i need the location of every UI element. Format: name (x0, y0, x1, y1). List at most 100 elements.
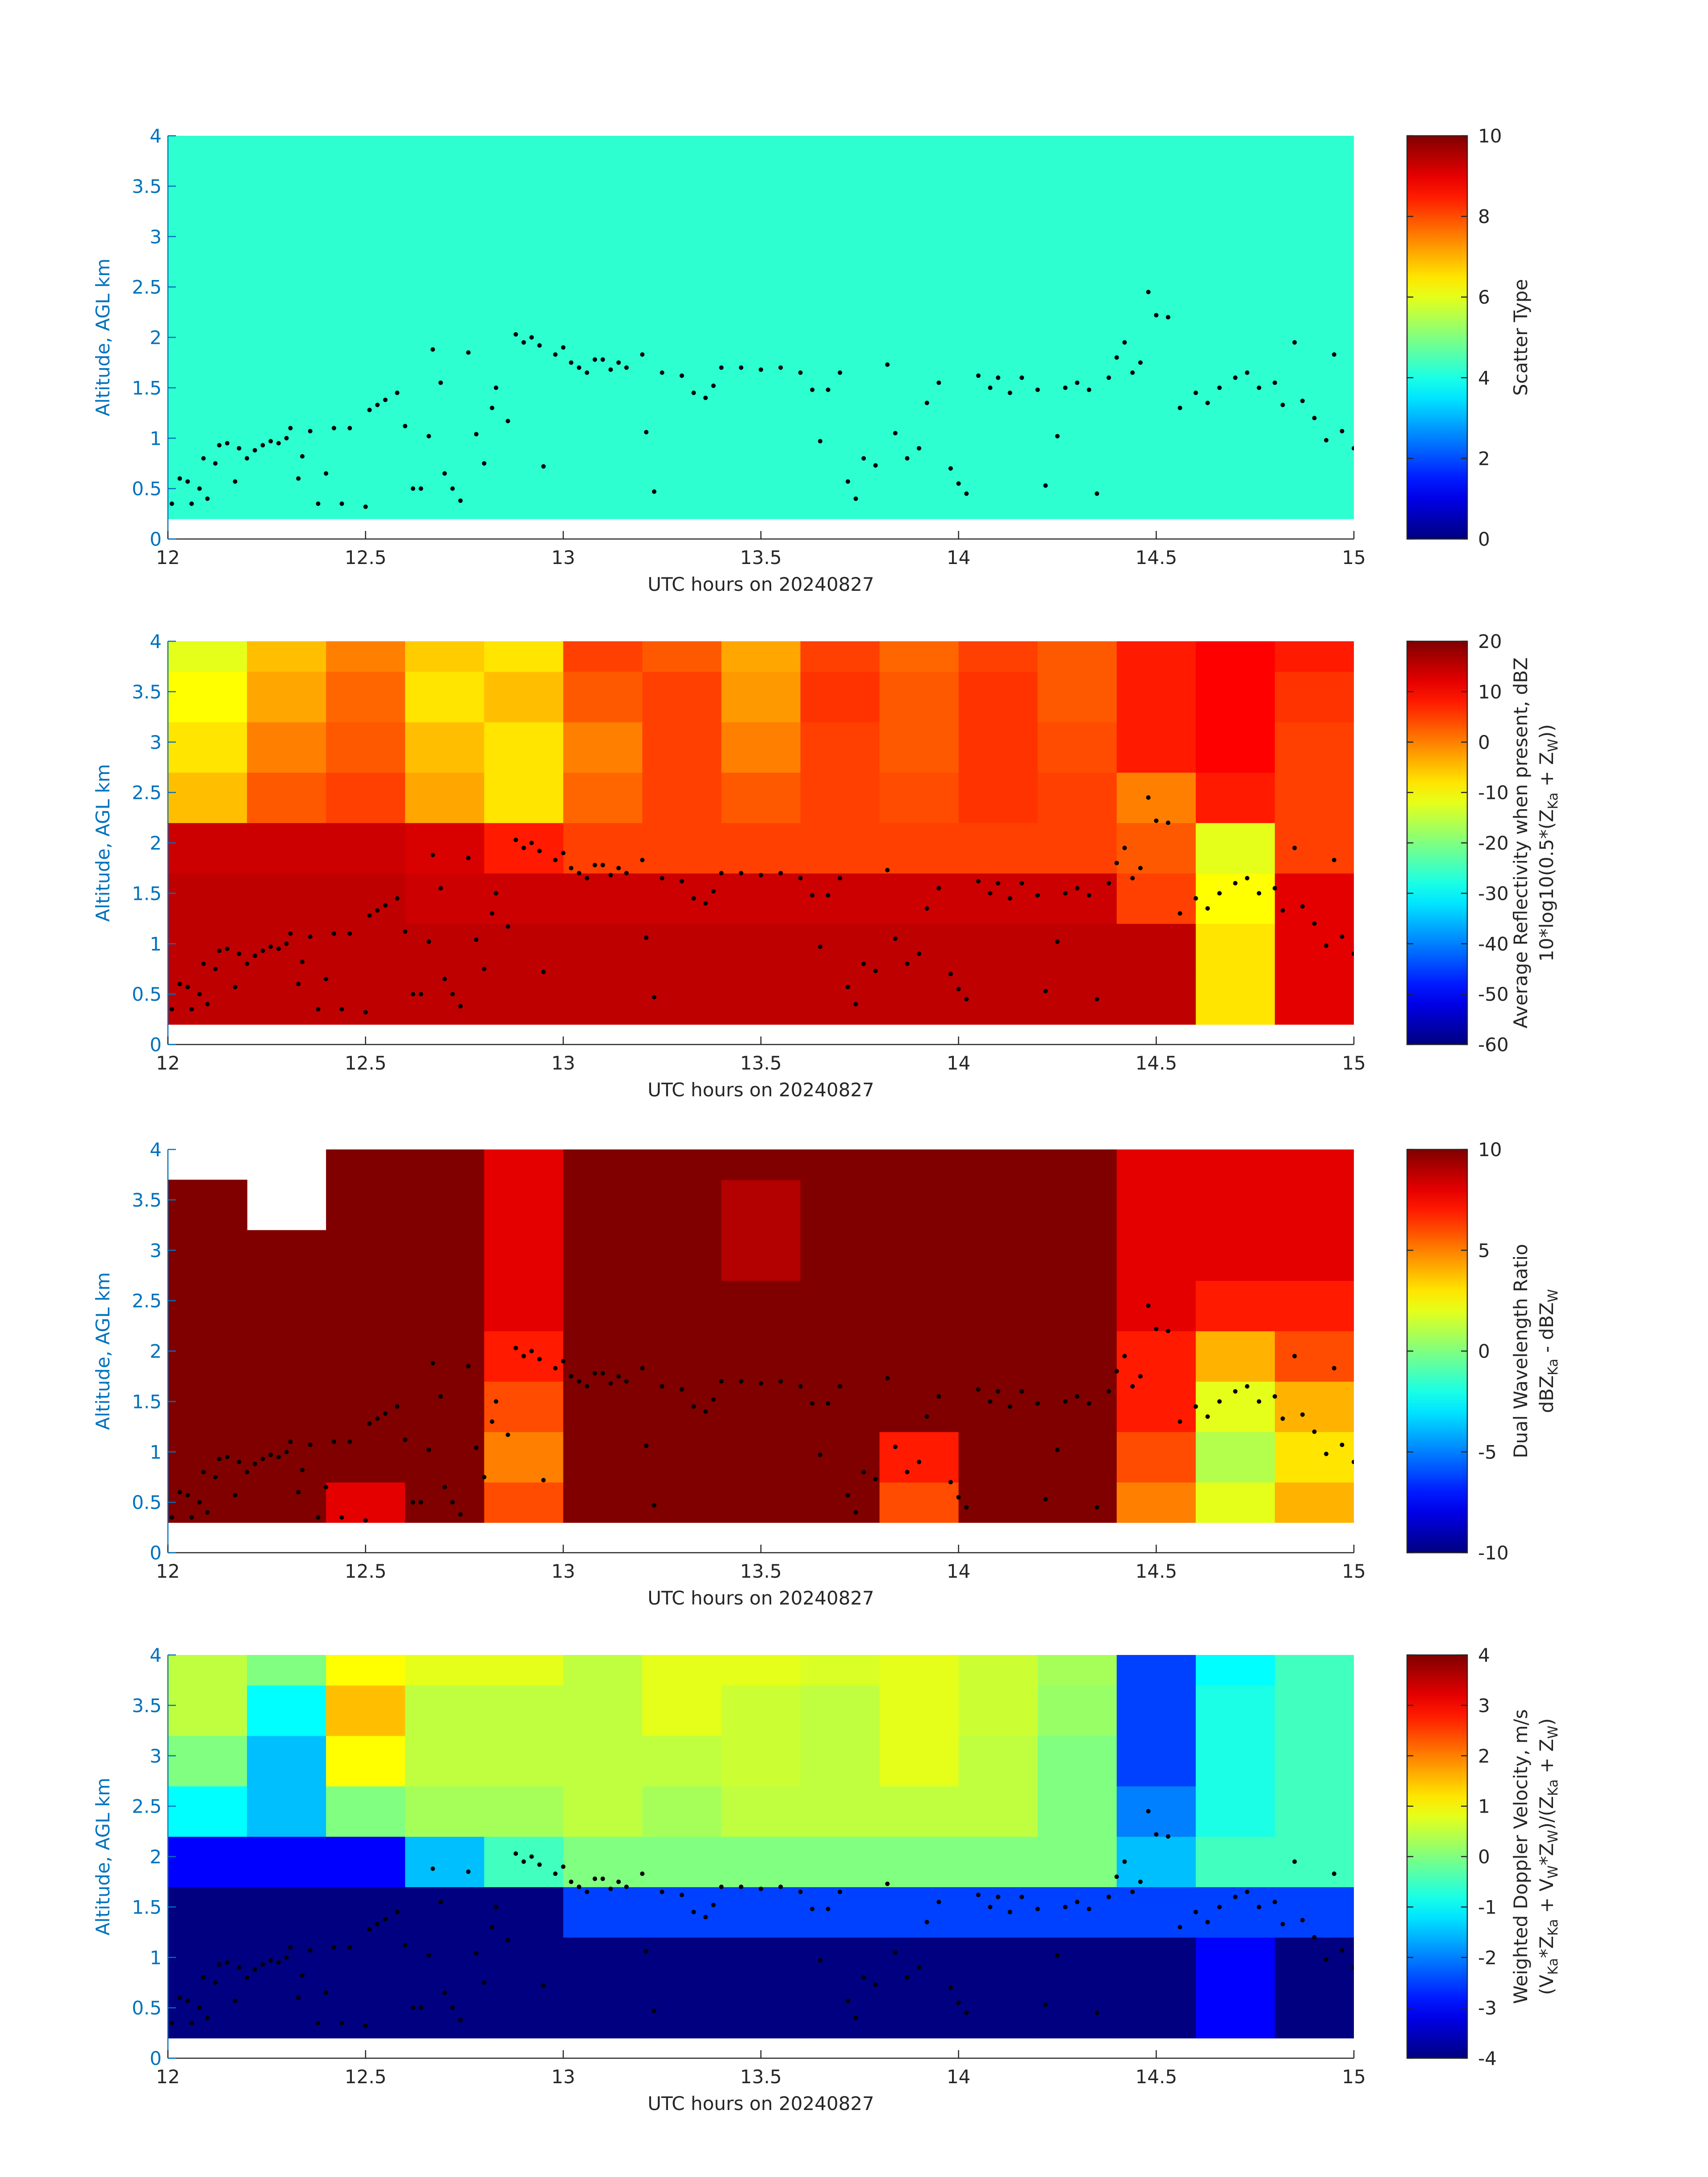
point (810, 387, 815, 392)
heatmap-cell (879, 1331, 959, 1382)
point (1244, 370, 1249, 375)
heatmap-cell (168, 368, 247, 418)
point (826, 387, 831, 392)
point (418, 1500, 423, 1505)
point (1086, 1401, 1091, 1406)
point (1075, 380, 1080, 385)
heatmap-cell (1274, 1887, 1354, 1938)
heatmap-cell (1037, 1432, 1117, 1483)
heatmap-cell (1195, 772, 1275, 823)
heatmap-cell (405, 216, 485, 267)
point (624, 1885, 629, 1889)
heatmap-cell (879, 166, 959, 217)
point (363, 2023, 368, 2028)
point (375, 402, 380, 407)
y-tick-label: 3.5 (132, 681, 162, 703)
heatmap-cell (168, 823, 247, 874)
point (197, 992, 202, 997)
point (383, 397, 388, 402)
heatmap-cell (326, 641, 405, 672)
heatmap-cell (958, 317, 1038, 368)
heatmap-cell (405, 1381, 485, 1432)
colorbar-label: Weighted Doppler Velocity, m/s (1510, 1709, 1532, 2004)
x-tick-label: 13 (551, 2066, 575, 2088)
point (1178, 1925, 1182, 1930)
point (1217, 1905, 1222, 1910)
heatmap-cell (405, 873, 485, 924)
point (537, 848, 542, 853)
point (450, 1500, 455, 1505)
heatmap-cell (958, 1735, 1038, 1787)
heatmap-cell (405, 671, 485, 723)
point (739, 871, 743, 876)
heatmap-cell (484, 641, 564, 672)
point (948, 1985, 953, 1990)
point (1154, 1326, 1159, 1331)
point (553, 352, 558, 357)
point (1205, 1414, 1210, 1419)
point (1332, 1871, 1336, 1876)
point (1035, 893, 1040, 898)
heatmap-cell (326, 1482, 405, 1523)
colorbar-tick-label: 6 (1478, 286, 1490, 308)
point (1300, 1918, 1305, 1922)
heatmap-cell (1116, 1381, 1196, 1432)
heatmap-cell (879, 267, 959, 318)
heatmap-cell (326, 216, 405, 267)
y-tick-label: 0 (150, 528, 162, 550)
point (651, 1503, 656, 1508)
heatmap-cell (168, 1735, 247, 1787)
point (1217, 385, 1222, 390)
point (1063, 1905, 1068, 1910)
point (956, 1495, 961, 1500)
heatmap-cell (721, 1937, 801, 1988)
point (252, 1967, 257, 1972)
point (826, 1401, 831, 1406)
point (1257, 1905, 1261, 1910)
heatmap-cell (247, 1937, 326, 1988)
y-tick-label: 2 (150, 832, 162, 854)
point (1280, 1416, 1285, 1421)
point (296, 982, 301, 986)
heatmap-cell (879, 923, 959, 974)
point (1114, 355, 1119, 360)
heatmap-cell (1037, 1179, 1117, 1231)
heatmap-cell (563, 166, 643, 217)
x-tick-label: 13 (551, 547, 575, 568)
point (1340, 1442, 1345, 1447)
heatmap-cell (1037, 166, 1117, 217)
heatmap-cell (721, 1149, 801, 1180)
point (331, 1945, 336, 1950)
point (383, 1411, 388, 1416)
point (217, 1457, 222, 1462)
x-axis-label: UTC hours on 20240827 (647, 573, 874, 595)
heatmap-cell (1195, 368, 1275, 418)
point (1324, 438, 1329, 443)
colorbar (1406, 1654, 1468, 2059)
heatmap-cell (1274, 641, 1354, 672)
heatmap-cell (1195, 1937, 1275, 1988)
label-subscript: Ka (1545, 1958, 1561, 1975)
point (489, 1925, 494, 1930)
point (893, 430, 898, 435)
point (936, 380, 941, 385)
point (818, 1453, 823, 1458)
point (778, 1885, 783, 1889)
point (288, 426, 293, 430)
colorbar-tick-label: 0 (1478, 1846, 1490, 1868)
heatmap-cell (1116, 671, 1196, 723)
heatmap-cell (879, 136, 959, 167)
heatmap-cell (563, 923, 643, 974)
point (853, 1002, 858, 1007)
point (1193, 896, 1198, 901)
heatmap-cell (1274, 1786, 1354, 1837)
heatmap-cell (1116, 1655, 1196, 1686)
point (660, 1889, 664, 1894)
point (316, 2020, 321, 2025)
colorbar-tick-label: 5 (1478, 1240, 1490, 1262)
point (861, 1975, 866, 1980)
heatmap-cell (1037, 1836, 1117, 1888)
heatmap-cell (168, 641, 247, 672)
point (331, 931, 336, 936)
point (493, 1399, 498, 1404)
